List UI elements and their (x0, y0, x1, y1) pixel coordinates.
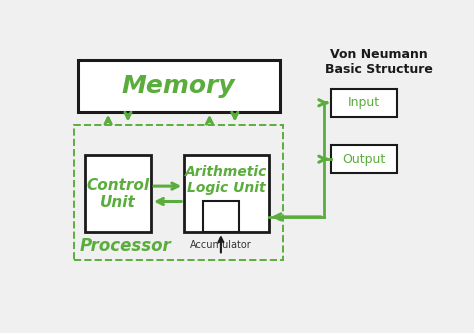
Bar (331, 145, 397, 173)
Text: Von Neumann
Basic Structure: Von Neumann Basic Structure (325, 48, 433, 76)
Text: Input: Input (348, 96, 380, 109)
Text: Control
Unit: Control Unit (86, 177, 150, 210)
Text: Processor: Processor (80, 237, 171, 255)
Bar (184, 155, 269, 232)
Text: Memory: Memory (122, 74, 236, 98)
Bar (202, 201, 239, 232)
Text: Accumulator: Accumulator (190, 240, 252, 250)
Bar (74, 125, 283, 260)
Bar (78, 61, 280, 112)
Bar (85, 155, 151, 232)
Bar (331, 89, 397, 117)
Text: Output: Output (343, 153, 386, 166)
Text: Arithmetic
Logic Unit: Arithmetic Logic Unit (185, 165, 268, 195)
